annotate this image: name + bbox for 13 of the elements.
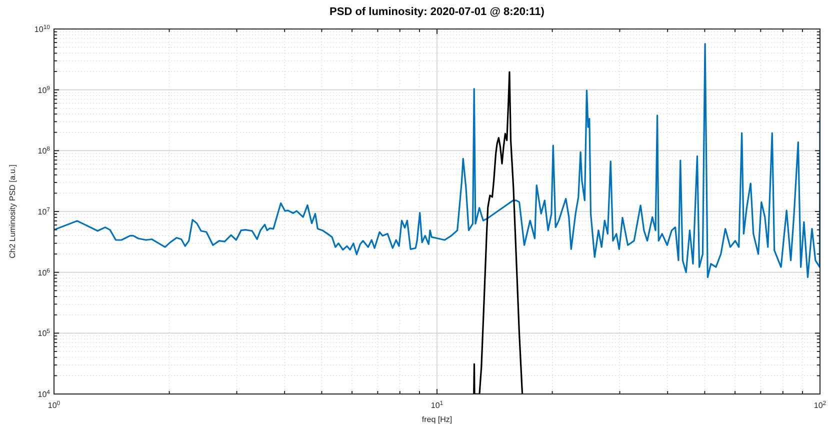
- y-tick-label: 10$^{10}$: [34, 24, 51, 34]
- y-tick-label: 10$^{5}$: [38, 328, 51, 338]
- chart-title: PSD of luminosity: 2020-07-01 @ 8:20:11): [330, 6, 545, 18]
- y-tick-label: 10$^{9}$: [38, 84, 51, 95]
- y-tick-label: 10$^{4}$: [38, 389, 51, 399]
- x-tick-label: 10$^{2}$: [814, 400, 827, 410]
- x-tick-label: 10$^{0}$: [48, 400, 61, 410]
- y-tick-label: 10$^{6}$: [38, 267, 51, 278]
- y-tick-label: 10$^{8}$: [38, 146, 51, 156]
- y-axis-title: Ch2 Luminosity PSD [a.u.]: [8, 164, 17, 258]
- x-tick-label: 10$^{1}$: [430, 400, 444, 410]
- y-tick-label: 10$^{7}$: [38, 206, 51, 216]
- x-axis-title: freq [Hz]: [422, 415, 452, 424]
